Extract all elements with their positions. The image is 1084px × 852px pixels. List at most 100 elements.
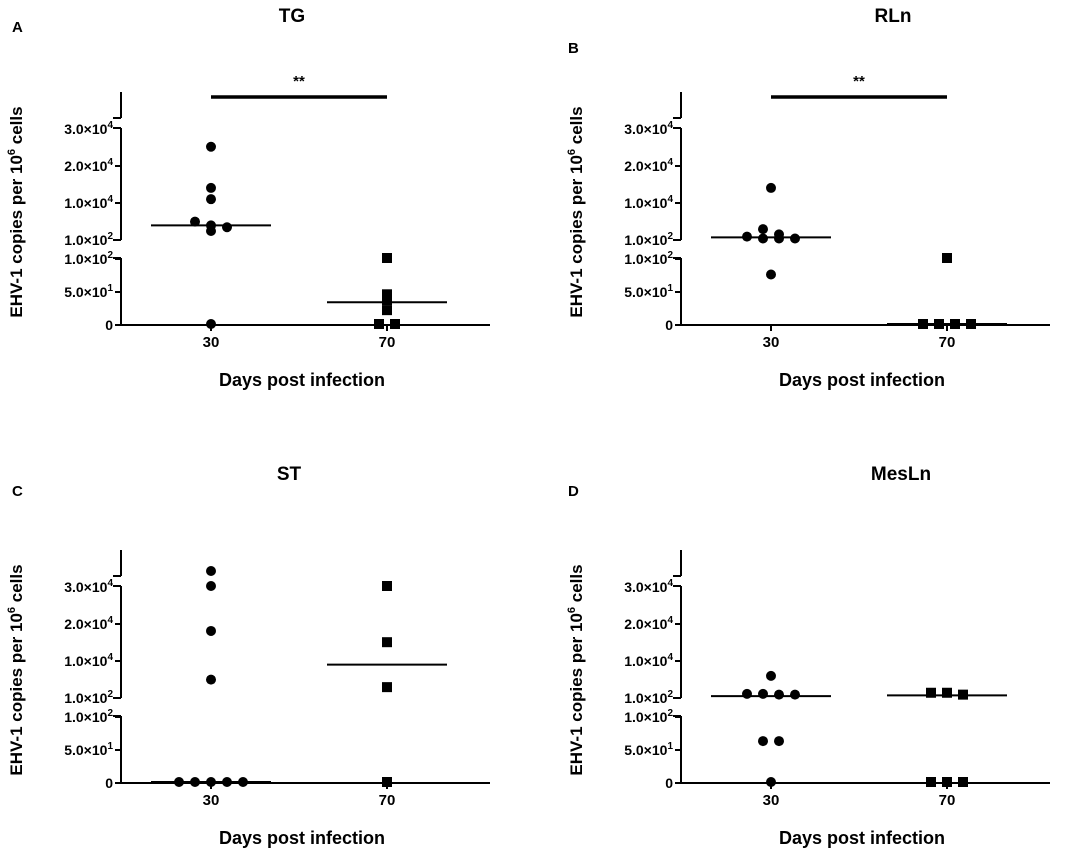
data-point-circle bbox=[766, 182, 776, 193]
panel-title: MesLn bbox=[871, 464, 931, 485]
x-tick-label: 70 bbox=[379, 792, 396, 809]
data-point-circle bbox=[742, 688, 752, 699]
y-tick-label: 2.0×104 bbox=[624, 157, 673, 174]
data-point-square bbox=[382, 682, 392, 693]
data-point-square bbox=[382, 253, 392, 263]
data-point-circle bbox=[758, 736, 768, 747]
y-axis-title: EHV-1 copies per 106 cells bbox=[566, 106, 586, 317]
panel-a: A TG 0 5.0×101 1.0×102 1.0×102 1.0×104 2.0×104 3… bbox=[6, 6, 490, 390]
y-tick-label: 1.0×102 bbox=[624, 689, 673, 706]
y-tick-label: 3.0×104 bbox=[64, 578, 113, 595]
y-tick-label: 1.0×102 bbox=[624, 708, 673, 725]
data-point-circle bbox=[766, 777, 776, 787]
data-point-circle bbox=[774, 689, 784, 700]
y-tick-label: 1.0×102 bbox=[64, 689, 113, 706]
x-axis-title: Days post infection bbox=[779, 828, 945, 848]
y-tick-label: 1.0×104 bbox=[624, 652, 673, 669]
panel-title: RLn bbox=[875, 6, 912, 27]
x-tick-label: 70 bbox=[939, 334, 956, 351]
data-point-square bbox=[382, 295, 392, 306]
y-tick-label: 0 bbox=[105, 775, 113, 791]
data-point-square bbox=[382, 637, 392, 648]
y-tick-label: 5.0×101 bbox=[624, 741, 673, 758]
x-axis-title: Days post infection bbox=[779, 370, 945, 390]
significance-label: ** bbox=[293, 73, 305, 90]
data-point-circle bbox=[222, 222, 232, 233]
y-tick-label: 1.0×102 bbox=[624, 250, 673, 267]
panel-c: C ST 0 5.0×101 1.0×102 1.0×102 1.0×104 2.0×104 3… bbox=[6, 464, 490, 848]
data-point-square bbox=[390, 319, 400, 329]
data-point-square bbox=[958, 777, 968, 787]
data-point-circle bbox=[190, 216, 200, 227]
data-point-circle bbox=[774, 233, 784, 244]
x-tick-label: 30 bbox=[763, 334, 780, 351]
data-point-circle bbox=[774, 736, 784, 747]
data-point-circle bbox=[206, 625, 216, 636]
data-point-square bbox=[926, 687, 936, 698]
y-tick-label: 0 bbox=[665, 317, 673, 333]
data-point-circle bbox=[206, 319, 216, 329]
data-point-circle bbox=[206, 141, 216, 152]
data-point-circle bbox=[206, 182, 216, 193]
data-point-square bbox=[942, 253, 952, 263]
y-tick-label: 3.0×104 bbox=[624, 578, 673, 595]
y-tick-label: 1.0×104 bbox=[64, 194, 113, 211]
x-tick-label: 70 bbox=[379, 334, 396, 351]
panel-letter: D bbox=[568, 483, 579, 500]
data-point-circle bbox=[206, 226, 216, 237]
panel-d: D MesLn 0 5.0×101 1.0×102 1.0×102 1.0×104 2.0×1… bbox=[566, 464, 1050, 848]
y-tick-label: 1.0×102 bbox=[624, 231, 673, 248]
y-tick-label: 5.0×101 bbox=[624, 283, 673, 300]
y-tick-label: 2.0×104 bbox=[64, 615, 113, 632]
y-axis-title: EHV-1 copies per 106 cells bbox=[6, 564, 26, 775]
data-point-square bbox=[926, 777, 936, 787]
x-tick-label: 30 bbox=[203, 792, 220, 809]
x-tick-label: 70 bbox=[939, 792, 956, 809]
panel-letter: A bbox=[12, 19, 23, 36]
data-point-square bbox=[382, 777, 392, 787]
data-point-circle bbox=[766, 670, 776, 681]
significance-label: ** bbox=[853, 73, 865, 90]
data-point-circle bbox=[206, 581, 216, 591]
panel-letter: C bbox=[12, 483, 23, 500]
y-axis-title: EHV-1 copies per 106 cells bbox=[566, 564, 586, 775]
panel-title: TG bbox=[279, 6, 305, 27]
data-point-circle bbox=[766, 269, 776, 280]
x-axis-title: Days post infection bbox=[219, 370, 385, 390]
data-point-circle bbox=[206, 566, 216, 577]
y-tick-label: 1.0×102 bbox=[64, 231, 113, 248]
panel-letter: B bbox=[568, 40, 579, 57]
y-tick-label: 1.0×102 bbox=[64, 250, 113, 267]
y-tick-label: 1.0×102 bbox=[64, 708, 113, 725]
panel-b: B RLn 0 5.0×101 1.0×102 1.0×102 1.0×104 2.0×104… bbox=[566, 6, 1050, 390]
y-tick-label: 1.0×104 bbox=[64, 652, 113, 669]
data-point-circle bbox=[758, 224, 768, 235]
y-tick-label: 3.0×104 bbox=[64, 120, 113, 137]
data-point-square bbox=[942, 777, 952, 787]
y-tick-label: 2.0×104 bbox=[64, 157, 113, 174]
x-tick-label: 30 bbox=[203, 334, 220, 351]
y-tick-label: 5.0×101 bbox=[64, 741, 113, 758]
data-point-circle bbox=[206, 674, 216, 685]
data-point-square bbox=[374, 319, 384, 329]
y-tick-label: 3.0×104 bbox=[624, 120, 673, 137]
panel-title: ST bbox=[277, 464, 302, 485]
data-point-square bbox=[382, 289, 392, 300]
data-point-circle bbox=[758, 688, 768, 699]
x-axis-title: Days post infection bbox=[219, 828, 385, 848]
data-point-circle bbox=[758, 233, 768, 244]
data-point-circle bbox=[206, 194, 216, 205]
y-tick-label: 5.0×101 bbox=[64, 283, 113, 300]
y-tick-label: 0 bbox=[105, 317, 113, 333]
data-point-square bbox=[382, 305, 392, 316]
data-point-circle bbox=[790, 233, 800, 244]
y-axis-title: EHV-1 copies per 106 cells bbox=[6, 106, 26, 317]
y-tick-label: 0 bbox=[665, 775, 673, 791]
data-point-square bbox=[382, 581, 392, 591]
x-tick-label: 30 bbox=[763, 792, 780, 809]
y-tick-label: 2.0×104 bbox=[624, 615, 673, 632]
data-point-square bbox=[942, 687, 952, 698]
data-point-circle bbox=[790, 689, 800, 700]
y-tick-label: 1.0×104 bbox=[624, 194, 673, 211]
